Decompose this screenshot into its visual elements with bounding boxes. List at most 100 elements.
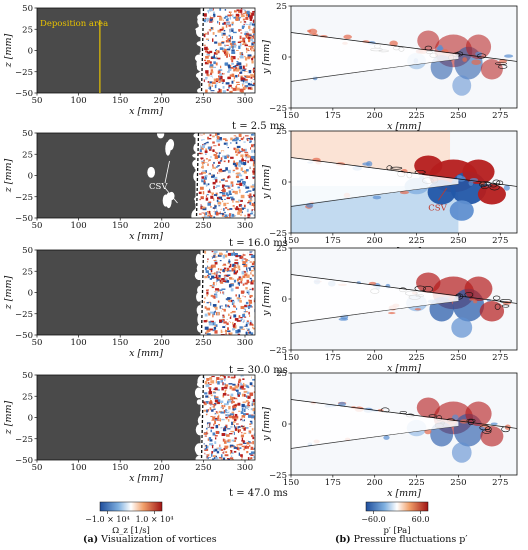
x-tick-label: 275 [492,236,508,246]
colorbar-label: Ω_z [1/s] [112,526,150,536]
x-tick-label: 200 [367,111,383,121]
x-tick-label: 50 [32,221,43,231]
x-tick-label: 300 [237,338,253,348]
z-tick-label: 50 [22,4,33,14]
x-tick-label: 225 [408,236,424,246]
time-label-row-2: t = 16.0 ms [229,238,288,249]
z-tick-label: −50 [15,456,33,466]
y-tick-label: 0 [282,295,287,305]
colorbar-label: p′ [Pa] [383,526,410,536]
x-axis-label: x [mm] [129,106,163,117]
y-tick-label: 25 [276,2,287,12]
upper-shear-line [291,399,517,429]
x-tick-label: 250 [450,353,466,363]
x-axis-label: x [mm] [129,473,163,484]
x-tick-label: 100 [70,96,86,106]
x-tick-label: 300 [237,96,253,106]
x-tick-label: 50 [32,463,43,473]
x-tick-label: 275 [492,111,508,121]
z-tick-label: 25 [22,150,33,160]
x-axis-label: x [mm] [387,488,421,499]
x-tick-label: 275 [492,353,508,363]
x-tick-label: 150 [112,338,128,348]
x-tick-label: 200 [154,338,170,348]
x-tick-label: 100 [70,221,86,231]
x-tick-label: 225 [408,353,424,363]
x-tick-label: 150 [112,221,128,231]
z-tick-label: 0 [28,172,33,182]
lower-shear-line [291,183,459,207]
x-tick-label: 200 [154,221,170,231]
x-tick-label: 150 [112,463,128,473]
z-tick-label: 0 [28,47,33,57]
x-tick-label: 50 [32,338,43,348]
time-label-row-3: t = 30.0 ms [229,365,288,376]
x-axis-label: x [mm] [129,231,163,242]
x-axis-label: x [mm] [387,363,421,374]
x-tick-label: 150 [283,236,299,246]
x-tick-label: 100 [70,338,86,348]
x-tick-label: 200 [367,353,383,363]
x-tick-label: 225 [408,111,424,121]
x-tick-label: 50 [32,96,43,106]
vorticity-colorbar: −1.0 × 10⁴ 1.0 × 10⁴ Ω_z [1/s] [85,501,174,536]
x-tick-label: 250 [195,96,211,106]
caption-a-text: Visualization of vortices [98,534,217,545]
x-tick-label: 250 [450,111,466,121]
x-tick-label: 175 [325,478,341,488]
x-tick-label: 275 [492,478,508,488]
z-axis-label: z [mm] [3,275,14,310]
time-label-row-1: t = 2.5 ms [232,121,285,132]
upper-shear-line [291,32,517,62]
x-tick-label: 150 [112,96,128,106]
caption-b: (b) Pressure fluctuations p′ [335,534,467,545]
lower-shear-line [291,425,459,449]
csv-annotation-left: CSV [149,182,168,192]
csv-annotation-right: CSV [428,204,447,214]
x-axis-label: x [mm] [387,121,421,132]
z-tick-label: −25 [15,435,33,445]
z-tick-label: 0 [28,414,33,424]
x-tick-label: 200 [367,236,383,246]
x-tick-label: 250 [450,478,466,488]
x-tick-label: 150 [283,353,299,363]
y-axis-label: y [mm] [261,282,272,317]
deposition-area-annotation: Deposition area [40,19,108,29]
y-tick-label: 25 [276,244,287,254]
z-tick-label: −25 [15,68,33,78]
x-tick-label: 175 [325,353,341,363]
z-tick-label: 25 [22,392,33,402]
z-tick-label: 50 [22,371,33,381]
y-axis-label: y [mm] [261,407,272,442]
x-tick-label: 175 [325,111,341,121]
caption-a-tag: (a) [83,534,99,545]
time-label-row-4: t = 47.0 ms [229,488,288,499]
colorbar-min-label: −60.0 [361,515,386,524]
z-tick-label: −25 [15,193,33,203]
x-tick-label: 300 [237,463,253,473]
y-tick-label: −25 [269,229,287,239]
x-tick-label: 150 [283,478,299,488]
caption-b-text: Pressure fluctuations p′ [350,534,468,545]
x-tick-label: 175 [325,236,341,246]
z-tick-label: 50 [22,246,33,256]
z-axis-label: z [mm] [3,33,14,68]
z-tick-label: 0 [28,289,33,299]
z-tick-label: −25 [15,310,33,320]
upper-shear-line [291,157,517,187]
z-axis-label: z [mm] [3,400,14,435]
z-axis-label: z [mm] [3,158,14,193]
caption-a: (a) Visualization of vortices [83,534,217,545]
y-tick-label: 25 [276,127,287,137]
lower-shear-line [291,58,459,82]
z-tick-label: −50 [15,214,33,224]
x-tick-label: 200 [367,478,383,488]
y-axis-label: y [mm] [261,40,272,75]
z-tick-label: 25 [22,25,33,35]
x-tick-label: 250 [195,221,211,231]
